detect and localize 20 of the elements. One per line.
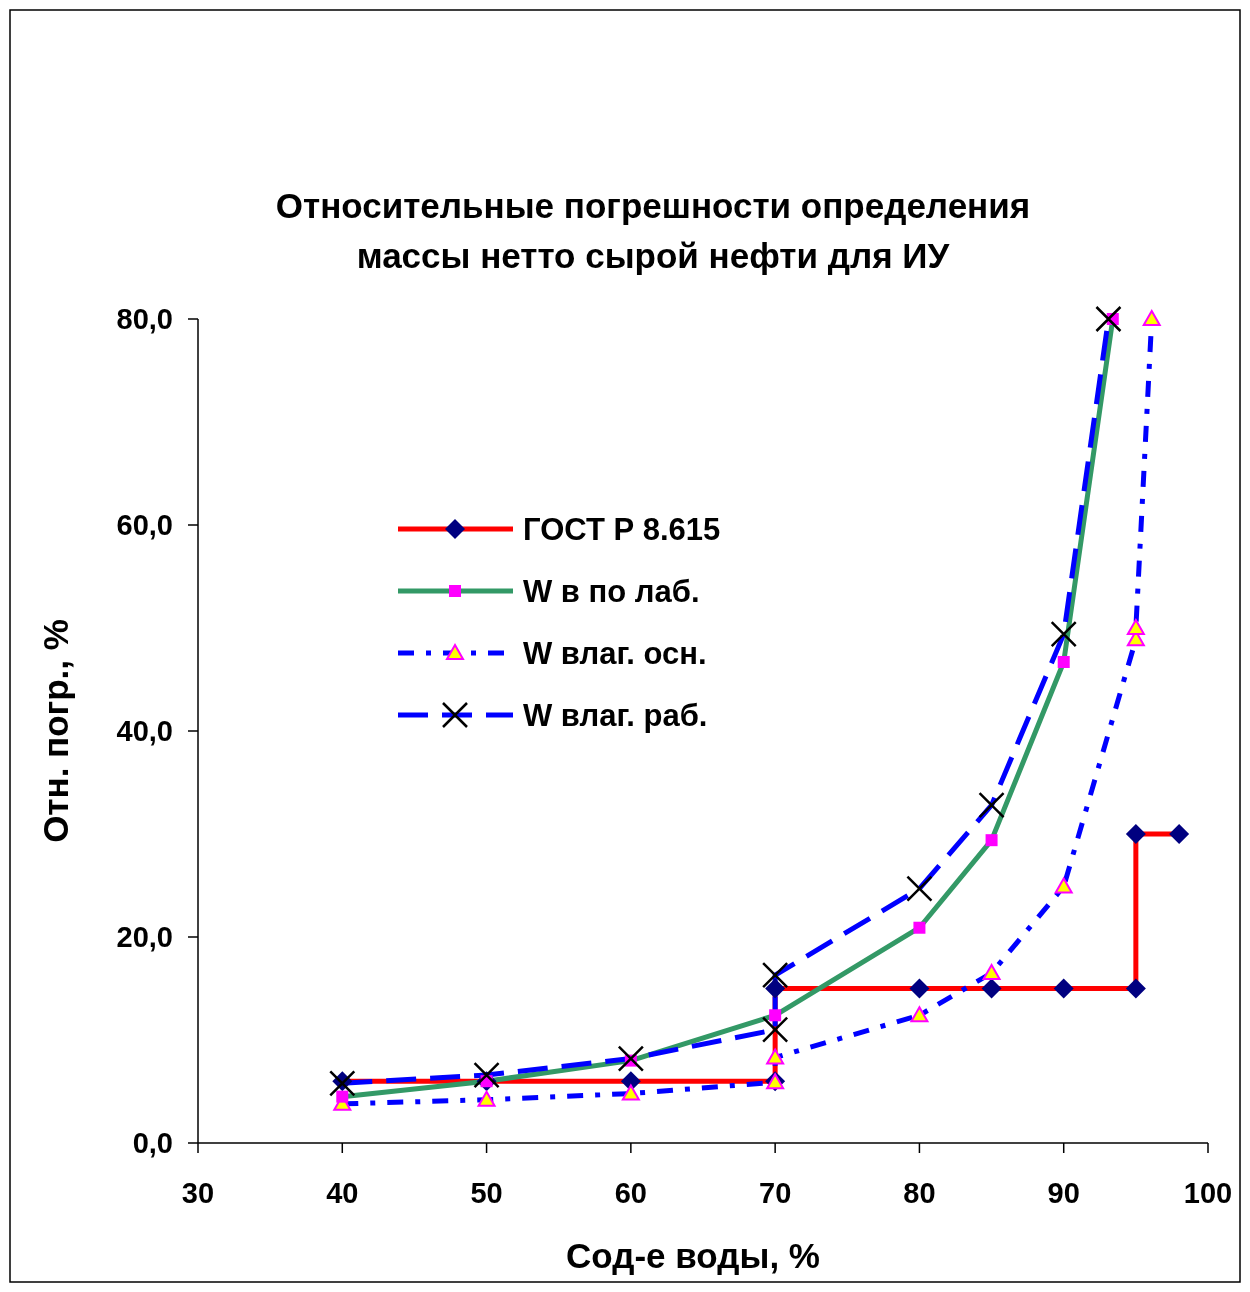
legend-label: W влаг. раб. xyxy=(523,697,708,733)
x-tick-label: 70 xyxy=(759,1177,792,1209)
legend-label: ГОСТ Р 8.615 xyxy=(523,511,721,547)
x-tick-label: 100 xyxy=(1183,1177,1233,1209)
y-tick-label: 80,0 xyxy=(116,303,173,336)
x-tick-label: 60 xyxy=(614,1177,647,1209)
y-tick-label: 0,0 xyxy=(132,1127,173,1160)
y-tick-label: 40,0 xyxy=(116,715,173,748)
legend-label: W в по лаб. xyxy=(523,573,700,609)
x-tick-label: 50 xyxy=(470,1177,503,1209)
x-tick-label: 90 xyxy=(1047,1177,1080,1209)
x-tick-label: 30 xyxy=(181,1177,215,1209)
x-tick-label: 80 xyxy=(903,1177,936,1209)
y-tick-label: 60,0 xyxy=(116,509,173,542)
y-axis-title: Отн. погр., % xyxy=(36,619,75,843)
legend-label: W влаг. осн. xyxy=(523,635,707,671)
chart-title: Относительные погрешности определения массы нетто сырой нефти для ИУ xyxy=(275,186,1031,275)
x-tick-label: 40 xyxy=(326,1177,359,1209)
x-axis-title: Сод-е воды, % xyxy=(566,1236,820,1275)
y-tick-label: 20,0 xyxy=(116,921,173,954)
